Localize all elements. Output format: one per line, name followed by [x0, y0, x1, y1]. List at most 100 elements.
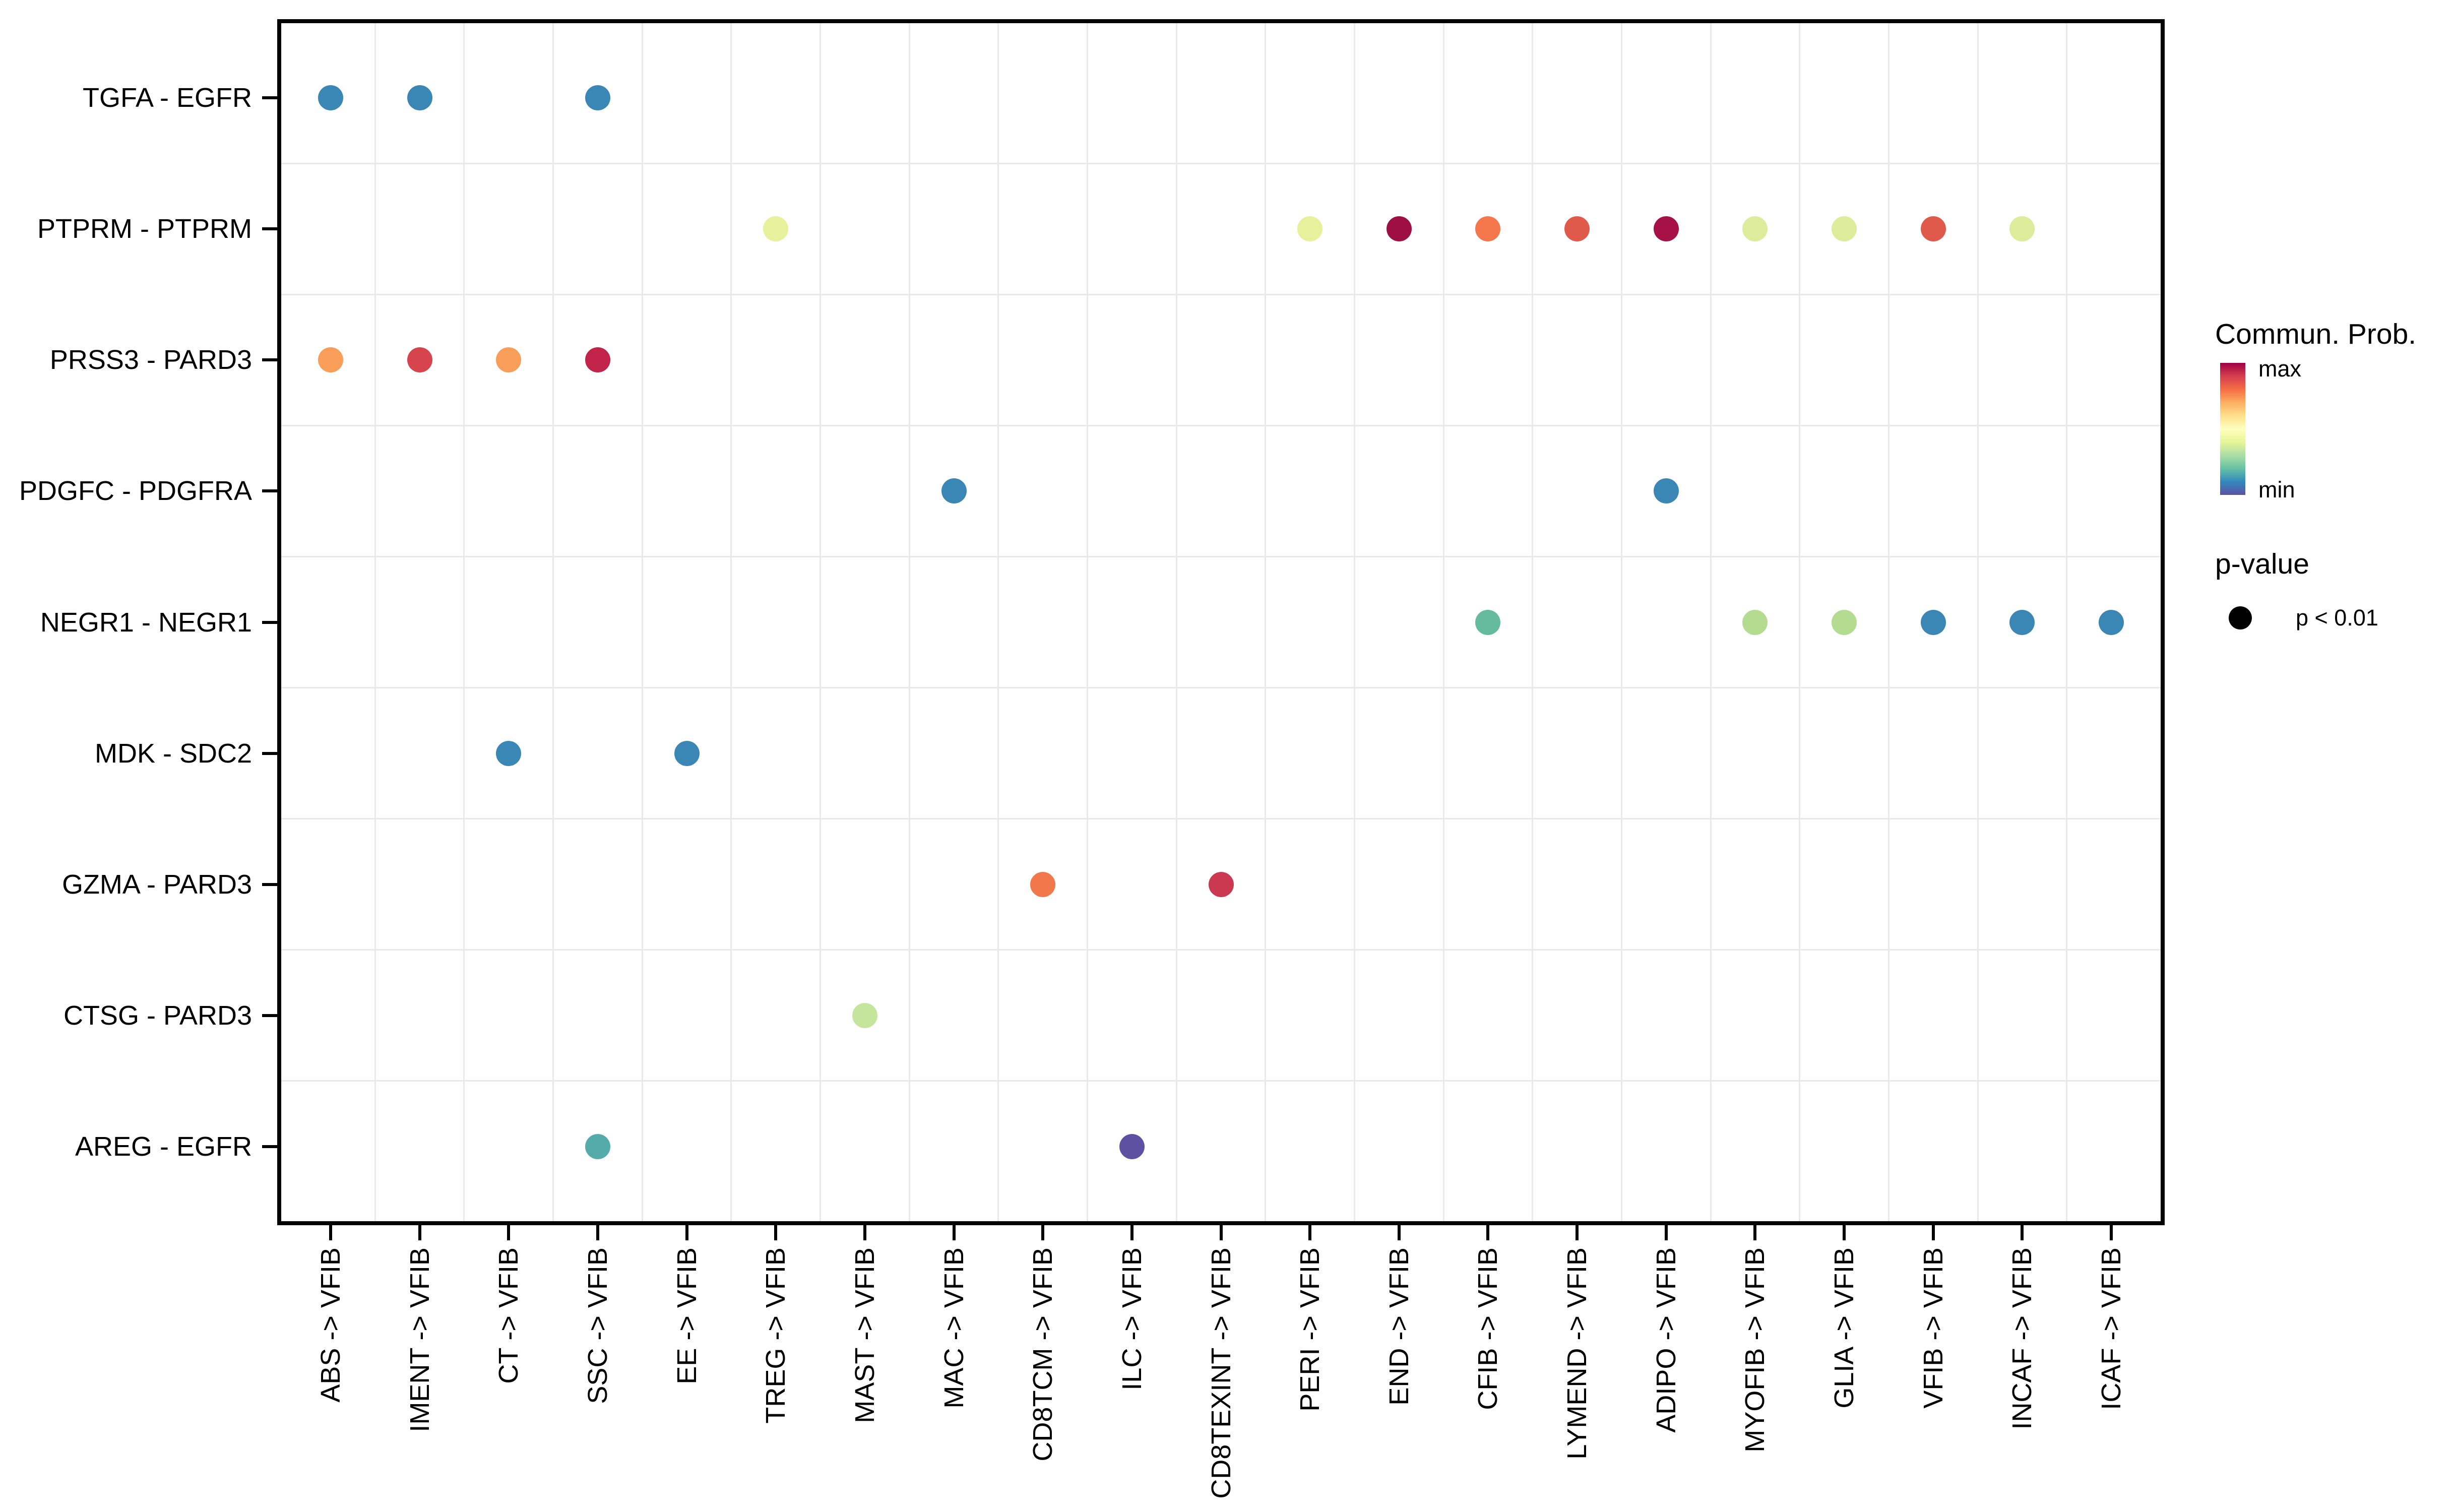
gridline-vertical — [641, 19, 643, 1225]
gridline-horizontal — [277, 687, 2165, 689]
pvalue-dot-icon — [2229, 606, 2252, 629]
gridline-vertical — [374, 19, 376, 1225]
x-axis-tick — [2110, 1225, 2113, 1240]
x-axis-label-text: ADIPO -> VFIB — [1651, 1247, 1681, 1433]
x-axis-tick — [1041, 1225, 1045, 1240]
data-point — [1386, 216, 1412, 242]
colorbar-gradient — [2220, 363, 2245, 495]
data-point — [2009, 609, 2035, 635]
x-axis-label-text: IMENT -> VFIB — [404, 1247, 435, 1432]
gridline-horizontal — [277, 555, 2165, 557]
data-point — [407, 85, 432, 111]
gridline-vertical — [997, 19, 999, 1225]
x-axis-tick — [685, 1225, 688, 1240]
x-axis-label: INCAF -> VFIB — [2006, 1247, 2038, 1432]
x-axis-label: CD8TEXINT -> VFIB — [1206, 1247, 1237, 1501]
data-point — [1832, 216, 1857, 242]
x-axis-label-text: CD8TCM -> VFIB — [1028, 1247, 1058, 1462]
x-axis-label: IMENT -> VFIB — [404, 1247, 435, 1435]
x-axis-label: ICAF -> VFIB — [2096, 1247, 2127, 1413]
data-point — [1564, 216, 1590, 242]
x-axis-tick — [418, 1225, 421, 1240]
gridline-vertical — [730, 19, 732, 1225]
data-point — [318, 347, 343, 373]
x-axis-label-text: TREG -> VFIB — [761, 1247, 791, 1424]
x-axis-tick — [774, 1225, 778, 1240]
gridline-vertical — [1175, 19, 1177, 1225]
data-point — [1742, 216, 1768, 242]
x-axis-label: CT -> VFIB — [493, 1247, 524, 1387]
gridline-vertical — [1799, 19, 1801, 1225]
x-axis-tick — [507, 1225, 511, 1240]
data-point — [1475, 609, 1501, 635]
data-point — [496, 347, 522, 373]
gridline-vertical — [1887, 19, 1889, 1225]
y-axis-label: PDGFC - PDGFRA — [19, 476, 252, 507]
x-axis-label: MAST -> VFIB — [849, 1247, 880, 1426]
x-axis-label: CD8TCM -> VFIB — [1027, 1247, 1058, 1464]
x-axis-tick — [596, 1225, 599, 1240]
y-axis-label: AREG - EGFR — [75, 1131, 252, 1162]
gridline-vertical — [1977, 19, 1979, 1225]
x-axis-label: MYOFIB -> VFIB — [1739, 1247, 1771, 1455]
x-axis-tick — [329, 1225, 332, 1240]
gridline-vertical — [820, 19, 822, 1225]
gridline-vertical — [1353, 19, 1355, 1225]
data-point — [585, 85, 610, 111]
y-axis-tick — [262, 96, 277, 100]
x-axis-label: SSC -> VFIB — [582, 1247, 613, 1407]
x-axis-label: CFIB -> VFIB — [1472, 1247, 1503, 1413]
y-axis-label: CTSG - PARD3 — [63, 1000, 252, 1031]
data-point — [763, 216, 789, 242]
x-axis-tick — [1576, 1225, 1579, 1240]
x-axis-tick — [1486, 1225, 1490, 1240]
legend: Commun. Prob. max min p-value p < 0.01 — [2215, 318, 2457, 633]
data-point — [1119, 1133, 1145, 1159]
x-axis-tick — [863, 1225, 866, 1240]
x-axis-label-text: GLIA -> VFIB — [1829, 1247, 1860, 1409]
x-axis-label-text: LYMEND -> VFIB — [1562, 1247, 1593, 1460]
gridline-horizontal — [277, 293, 2165, 295]
x-axis-tick — [1219, 1225, 1223, 1240]
x-axis-label-text: ABS -> VFIB — [315, 1247, 346, 1403]
gridline-horizontal — [277, 818, 2165, 820]
x-axis-label: GLIA -> VFIB — [1829, 1247, 1860, 1411]
y-axis-label: GZMA - PARD3 — [61, 869, 252, 900]
data-point — [1920, 609, 1946, 635]
data-point — [2009, 216, 2035, 242]
data-point — [1832, 609, 1857, 635]
y-axis-tick — [262, 883, 277, 886]
x-axis-label: ADIPO -> VFIB — [1651, 1247, 1682, 1435]
pvalue-legend-title: p-value — [2215, 548, 2309, 580]
plot-panel-border — [277, 19, 2165, 1225]
x-axis-label: VFIB -> VFIB — [1918, 1247, 1949, 1411]
data-point — [1653, 478, 1679, 504]
y-axis-label: TGFA - EGFR — [82, 83, 252, 113]
data-point — [585, 1133, 610, 1159]
gridline-vertical — [1532, 19, 1534, 1225]
x-axis-label-text: MAC -> VFIB — [938, 1247, 969, 1409]
pvalue-item-label: p < 0.01 — [2296, 605, 2378, 631]
y-axis-tick — [262, 620, 277, 624]
y-axis-tick — [262, 358, 277, 362]
gridline-vertical — [1265, 19, 1267, 1225]
data-point — [407, 347, 432, 373]
data-point — [2099, 609, 2124, 635]
x-axis-tick — [1843, 1225, 1846, 1240]
gridline-vertical — [1442, 19, 1444, 1225]
gridline-vertical — [908, 19, 910, 1225]
y-axis-label: NEGR1 - NEGR1 — [40, 607, 252, 638]
x-axis-tick — [1931, 1225, 1935, 1240]
x-axis-label-text: EE -> VFIB — [671, 1247, 702, 1384]
x-axis-tick — [1664, 1225, 1668, 1240]
data-point — [496, 740, 522, 766]
colorbar-min-label: min — [2258, 477, 2295, 502]
x-axis-label-text: PERI -> VFIB — [1295, 1247, 1326, 1412]
x-axis-tick — [1753, 1225, 1757, 1240]
x-axis-tick — [1308, 1225, 1312, 1240]
gridline-vertical — [552, 19, 554, 1225]
y-axis-tick — [262, 751, 277, 755]
y-axis-tick — [262, 1145, 277, 1148]
y-axis-label: MDK - SDC2 — [94, 738, 252, 769]
